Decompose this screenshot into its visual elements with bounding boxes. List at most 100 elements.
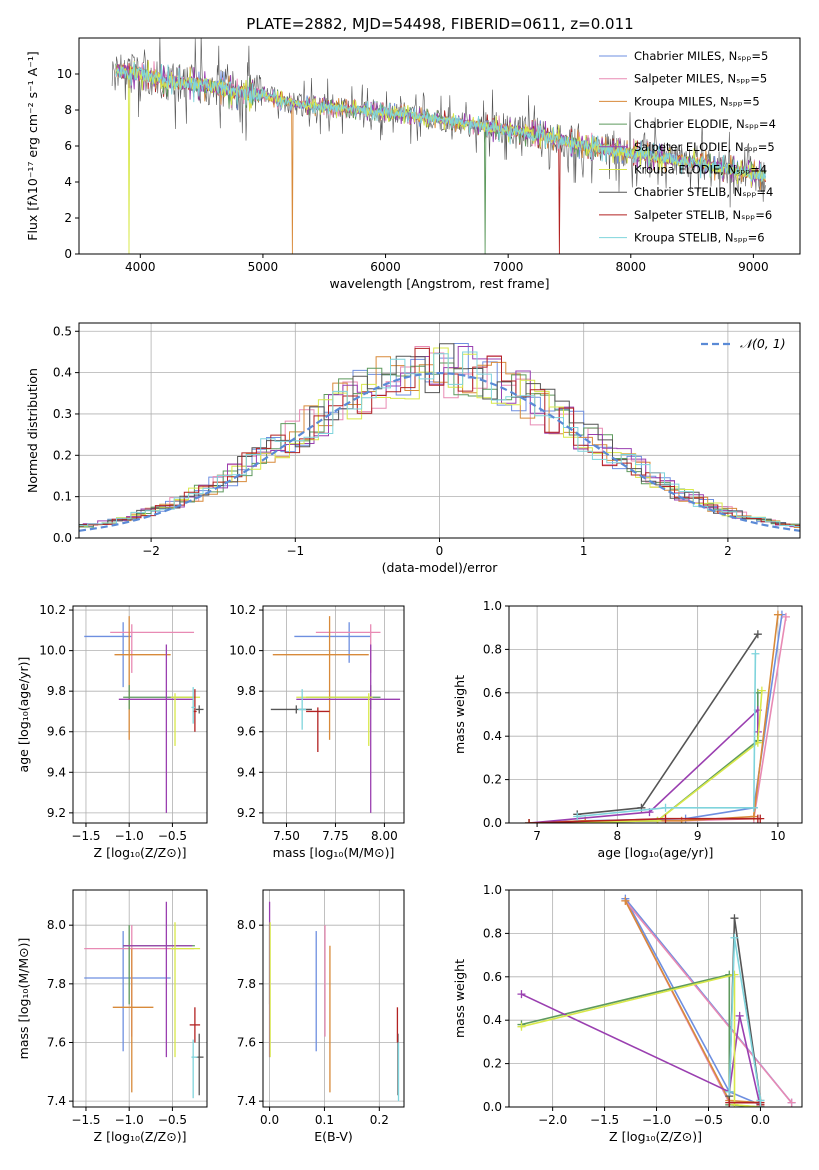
x-tick-label: 0 [436,544,444,558]
x-tick-label: 0.0 [260,1113,279,1127]
y-tick-label: 7.4 [237,1094,256,1108]
data-point-errorbar [118,644,194,813]
mass-weight-marker [725,1098,734,1107]
y-axis-label: mass weight [452,675,467,754]
y-tick-label: 9.8 [47,684,66,698]
x-tick-label: 7.75 [322,829,349,843]
x-tick-label: 5000 [248,260,279,274]
y-tick-label: 9.2 [237,806,256,820]
y-tick-label: 0.6 [483,970,502,984]
data-point-errorbar [114,616,171,740]
legend-entry: Chabrier MILES, Nₛₚₚ=5 [634,49,768,63]
mass-weight-vs-age-panel: 7 8 9 10 0.0 0.2 0.4 0.6 0.8 1.0 age [log₁₀(age/yr… [452,599,803,860]
mass-weight-series-line [529,708,759,823]
x-tick-label: −1.5 [590,1113,619,1127]
x-tick-label: 0.1 [315,1113,334,1127]
data-point-errorbar [170,693,201,746]
plot-area [84,901,204,1099]
data-point-errorbar [84,931,171,1052]
residual-histogram [79,347,800,527]
y-tick-label: 0.1 [53,490,72,504]
residual-histogram [79,343,800,529]
plot-area [79,343,800,532]
legend-entry: Kroupa STELIB, Nₛₚₚ=6 [634,231,765,245]
y-tick-label: 0.5 [53,324,72,338]
data-point-errorbar [123,925,195,1005]
data-point-errorbar [170,922,201,1058]
y-tick-label: 9.4 [237,765,256,779]
x-axis-label: Z [log₁₀(Z/Z⊙)] [609,1129,702,1144]
data-point-errorbar [306,707,330,753]
x-tick-label: 7 [533,829,541,843]
y-tick-label: 0 [64,247,72,261]
legend-entry: Kroupa MILES, Nₛₚₚ=5 [634,94,760,108]
x-tick-label: 7.50 [273,829,300,843]
y-tick-label: 0.0 [483,816,502,830]
y-tick-label: 9.4 [47,765,66,779]
y-tick-label: 10 [57,67,72,81]
data-point-errorbar [112,948,154,1093]
y-tick-label: 1.0 [483,599,502,613]
y-tick-label: 9.8 [237,684,256,698]
x-tick-label: 4000 [125,260,156,274]
y-tick-label: 7.6 [47,1035,66,1049]
x-tick-label: 8000 [616,260,647,274]
mass-weight-marker [757,686,766,695]
y-tick-label: 10.2 [229,603,256,617]
x-tick-label: −1.0 [115,1113,144,1127]
x-tick-label: −1.5 [71,829,100,843]
y-tick-label: 0.4 [483,729,502,743]
y-tick-label: 10.0 [39,644,66,658]
y-axis-label: mass [log₁₀(M/M⊙)] [16,938,31,1060]
data-point-errorbar [195,705,204,714]
mass-weight-marker [787,1098,796,1107]
mass-weight-marker [730,914,739,923]
x-tick-label: 2 [724,544,732,558]
y-tick-label: 6 [64,139,72,153]
x-tick-label: −0.5 [694,1113,723,1127]
axes-frame [262,605,405,824]
data-point-errorbar [84,925,195,1037]
mass-weight-series-line [577,633,759,816]
data-point-errorbar [296,644,401,813]
mass-weight-marker [730,970,739,979]
x-tick-label: −2.0 [538,1113,567,1127]
mass-weight-series-line [624,900,761,1104]
mass-weight-marker [517,1022,526,1031]
y-tick-label: 4 [64,175,72,189]
mass-weight-marker [725,1087,734,1096]
mass-vs-metallicity-panel: −1.5 −1.0 −0.5 7.4 7.6 7.8 8.0 Z [log₁₀(Z/Z⊙)] m… [16,889,208,1144]
x-axis-label: (data-model)/error [382,560,499,575]
y-tick-label: 7.8 [237,977,256,991]
age-vs-mass-panel: 7.50 7.75 8.00 9.2 9.4 9.6 9.8 10.0 10.2 mass [lo… [229,603,405,860]
axes-frame [508,889,803,1108]
mass-weight-series-line [521,973,761,1107]
plot-area [84,616,204,813]
x-tick-label: 9 [694,829,702,843]
axes-frame [72,605,208,824]
mass-weight-marker [573,812,582,821]
spectrum-model-line [115,62,766,183]
gaussian-reference-curve [79,371,800,532]
mass-weight-series-line [529,614,779,823]
y-tick-label: 0.8 [483,642,502,656]
y-tick-label: 2 [64,211,72,225]
mass-weight-marker [773,610,782,619]
x-tick-label: −1.5 [71,1113,100,1127]
mass-weight-marker [756,1103,765,1107]
x-tick-label: −2 [142,544,160,558]
y-tick-label: 10.2 [39,603,66,617]
y-tick-label: 7.8 [47,977,66,991]
y-tick-label: 0.4 [483,1013,502,1027]
plot-area [268,901,400,1102]
legend-entry: Salpeter ELODIE, Nₛₚₚ=5 [634,140,775,154]
residual-distribution-panel: −2 −1 0 1 2 0.0 0.1 0.2 0.3 0.4 0.5 (data-model)/er… [25,322,801,575]
x-tick-label: 6000 [370,260,401,274]
mass-weight-marker [751,649,760,658]
axes-frame [508,605,803,824]
y-tick-label: 0.3 [53,407,72,421]
mass-weight-series-line [521,993,762,1107]
legend-entry: 𝒩(0, 1) [740,336,786,351]
y-axis-label: mass weight [452,959,467,1038]
mass-weight-series-line [529,614,783,823]
